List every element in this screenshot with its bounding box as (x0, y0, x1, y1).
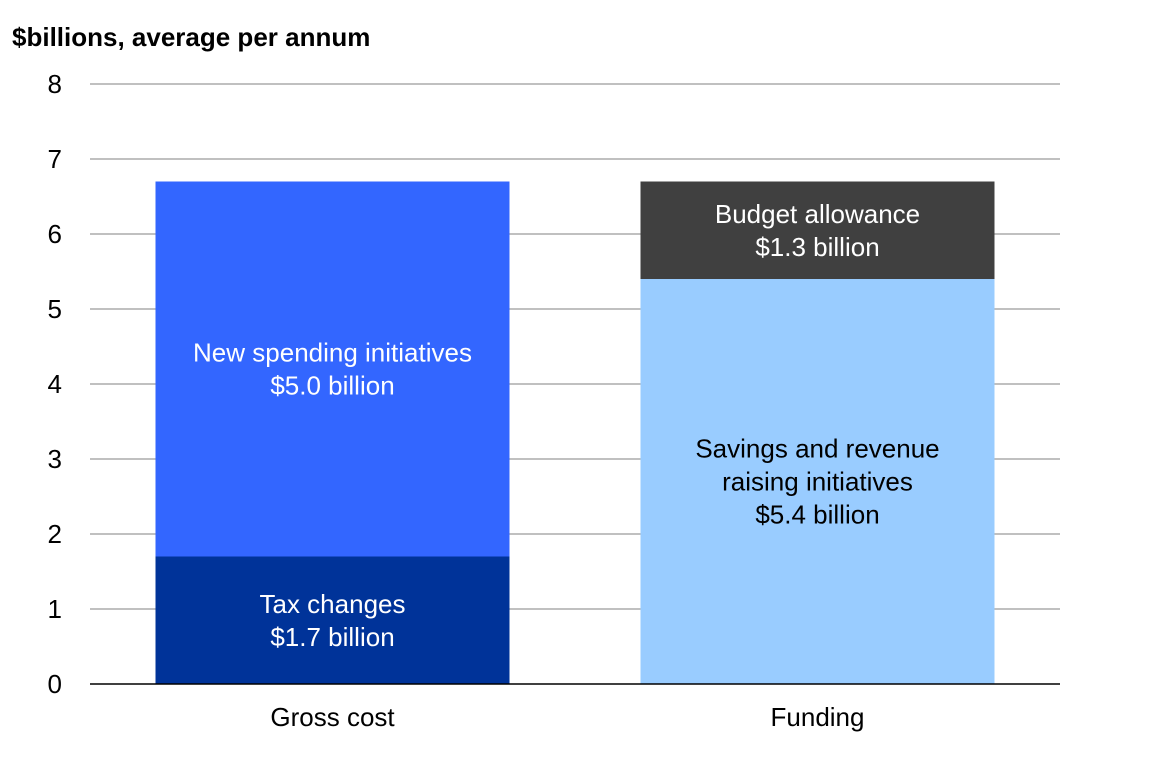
data-label: Savings and revenue raising initiatives $5… (695, 434, 939, 530)
data-label: Budget allowance $1.3 billion (715, 199, 920, 262)
y-tick-label: 5 (48, 294, 62, 324)
bar-segment (640, 279, 995, 684)
data-label: Tax changes $1.7 billion (260, 589, 406, 652)
y-tick-label: 2 (48, 519, 62, 549)
y-tick-label: 0 (48, 669, 62, 699)
bar-segment (640, 181, 995, 279)
bar-segment (155, 556, 510, 684)
y-tick-label: 7 (48, 144, 62, 174)
y-tick-label: 3 (48, 444, 62, 474)
x-tick-label: Gross cost (270, 702, 395, 732)
y-axis-title: $billions, average per annum (12, 22, 371, 52)
y-tick-label: 6 (48, 219, 62, 249)
axes: 0 1 2 3 4 5 6 7 8 Gross cost Funding (48, 69, 1060, 732)
y-tick-label: 4 (48, 369, 62, 399)
y-tick-label: 1 (48, 594, 62, 624)
x-tick-label: Funding (771, 702, 865, 732)
bar-segment (155, 181, 510, 557)
bars: Tax changes $1.7 billion New spending init… (155, 181, 995, 684)
y-tick-label: 8 (48, 69, 62, 99)
data-label: New spending initiatives $5.0 billion (193, 338, 472, 401)
